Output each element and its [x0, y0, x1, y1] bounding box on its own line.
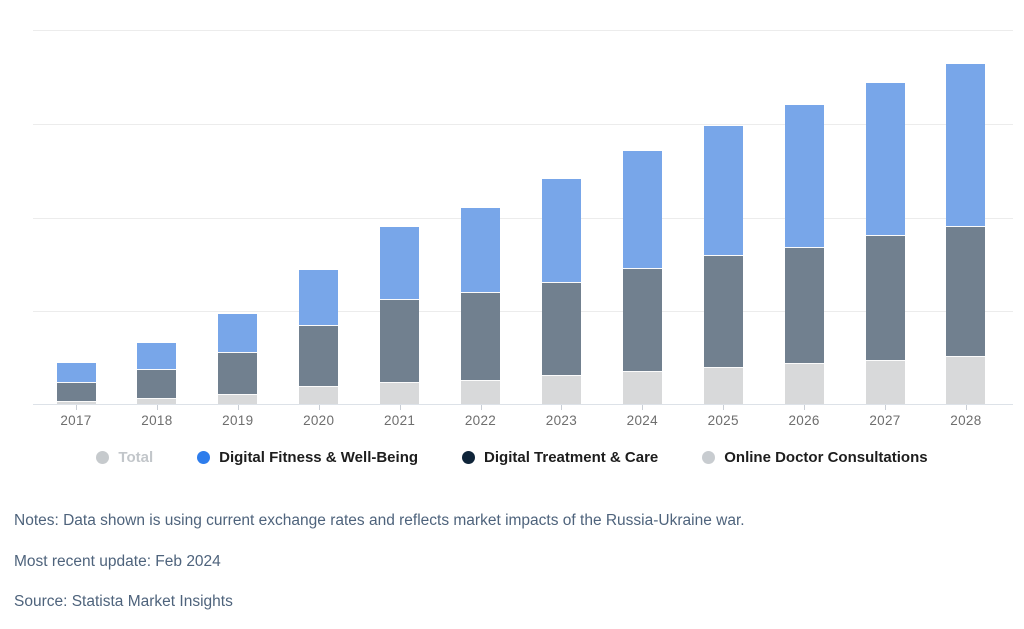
bar-2023[interactable]	[541, 179, 581, 404]
x-axis-label-2019: 2019	[222, 413, 254, 428]
bar-segment-online-doctor-consultations[interactable]	[218, 395, 258, 404]
legend-label: Online Doctor Consultations	[724, 449, 928, 466]
bar-2025[interactable]	[703, 126, 743, 404]
bar-segment-digital-fitness-well-being[interactable]	[218, 314, 258, 353]
x-axis-tick	[642, 405, 644, 410]
bar-2024[interactable]	[622, 151, 662, 404]
bar-segment-online-doctor-consultations[interactable]	[784, 364, 824, 404]
legend-swatch	[702, 451, 716, 464]
chart-legend: Total Digital Fitness & Well-Being Digital…	[0, 449, 1024, 466]
bar-segment-digital-fitness-well-being[interactable]	[541, 179, 581, 283]
x-axis-label-2027: 2027	[869, 413, 901, 428]
legend-label: Total	[118, 449, 154, 466]
update-line: Most recent update: Feb 2024	[14, 552, 221, 570]
bar-segment-digital-treatment-care[interactable]	[299, 326, 339, 387]
bar-segment-online-doctor-consultations[interactable]	[541, 376, 581, 404]
bar-segment-digital-treatment-care[interactable]	[784, 248, 824, 364]
x-axis-tick	[318, 405, 320, 410]
bar-segment-digital-treatment-care[interactable]	[946, 227, 986, 357]
source-line: Source: Statista Market Insights	[14, 593, 233, 610]
bar-2020[interactable]	[299, 270, 339, 404]
bar-2021[interactable]	[380, 227, 420, 404]
x-axis-tick	[561, 405, 563, 410]
chart-plot-area: 2017 2018 2019 2020 2021 2022 2023 2024 2025 2026…	[33, 30, 1013, 428]
bar-segment-online-doctor-consultations[interactable]	[461, 381, 500, 404]
bar-2018[interactable]	[137, 343, 177, 404]
bar-segment-digital-fitness-well-being[interactable]	[703, 126, 743, 256]
bar-2017[interactable]	[56, 363, 96, 404]
x-axis-tick	[480, 405, 482, 410]
bar-segment-digital-fitness-well-being[interactable]	[56, 363, 96, 383]
bar-segment-online-doctor-consultations[interactable]	[380, 383, 420, 404]
x-axis-label-2022: 2022	[464, 413, 497, 428]
legend-swatch	[197, 451, 211, 464]
bar-segment-digital-treatment-care[interactable]	[703, 256, 743, 368]
bar-segment-online-doctor-consultations[interactable]	[299, 387, 339, 404]
gridline	[33, 218, 1013, 219]
x-axis-label-2028: 2028	[950, 413, 982, 428]
bar-segment-online-doctor-consultations[interactable]	[946, 357, 986, 404]
bar-segment-digital-fitness-well-being[interactable]	[380, 227, 420, 300]
bar-segment-digital-treatment-care[interactable]	[622, 269, 662, 372]
bar-segment-online-doctor-consultations[interactable]	[56, 402, 96, 404]
legend-item-digital-treatment-care[interactable]: Digital Treatment & Care	[462, 449, 658, 466]
bar-2027[interactable]	[865, 83, 905, 404]
x-axis-label-2026: 2026	[788, 413, 820, 428]
x-axis-tick	[399, 405, 401, 410]
bar-segment-digital-fitness-well-being[interactable]	[622, 151, 662, 269]
notes-line: Notes: Data shown is using current excha…	[14, 512, 745, 529]
bar-segment-online-doctor-consultations[interactable]	[137, 399, 177, 404]
x-axis-tick	[723, 405, 725, 410]
x-axis-label-2023: 2023	[545, 413, 577, 428]
x-axis-label-2024: 2024	[626, 413, 658, 428]
bar-segment-digital-treatment-care[interactable]	[56, 383, 96, 402]
x-axis-tick	[156, 405, 158, 410]
bar-2022[interactable]	[461, 208, 500, 404]
bar-segment-digital-treatment-care[interactable]	[461, 293, 500, 381]
bar-2019[interactable]	[218, 314, 258, 404]
legend-item-digital-fitness-well-being[interactable]: Digital Fitness & Well-Being	[197, 449, 418, 466]
chart-notes: Notes: Data shown is using current excha…	[14, 512, 745, 629]
gridline	[33, 30, 1013, 31]
legend-item-total[interactable]: Total	[96, 449, 153, 466]
legend-label: Digital Treatment & Care	[484, 449, 659, 466]
bar-segment-digital-fitness-well-being[interactable]	[461, 208, 500, 293]
gridline	[33, 124, 1013, 125]
x-axis-label-2018: 2018	[141, 413, 173, 428]
bar-2026[interactable]	[784, 105, 824, 404]
bar-segment-online-doctor-consultations[interactable]	[865, 361, 905, 404]
bar-segment-online-doctor-consultations[interactable]	[622, 372, 662, 404]
bar-segment-digital-fitness-well-being[interactable]	[299, 270, 339, 326]
bar-segment-digital-treatment-care[interactable]	[541, 283, 581, 376]
bar-segment-digital-fitness-well-being[interactable]	[784, 105, 824, 248]
legend-swatch	[462, 451, 476, 464]
bar-2028[interactable]	[946, 64, 986, 404]
bar-segment-digital-treatment-care[interactable]	[137, 370, 177, 399]
bar-segment-digital-treatment-care[interactable]	[218, 353, 258, 395]
legend-label: Digital Fitness & Well-Being	[219, 449, 419, 466]
x-axis-label-2021: 2021	[383, 413, 416, 428]
bar-segment-digital-fitness-well-being[interactable]	[865, 83, 905, 236]
legend-item-online-doctor-consultations[interactable]: Online Doctor Consultations	[702, 449, 928, 466]
x-axis-tick	[237, 405, 239, 410]
x-axis-tick	[804, 405, 806, 410]
gridline	[33, 311, 1013, 312]
bar-segment-digital-treatment-care[interactable]	[865, 236, 905, 361]
x-axis-label-2020: 2020	[303, 413, 335, 428]
x-axis-label-2025: 2025	[707, 413, 739, 428]
bar-segment-digital-fitness-well-being[interactable]	[946, 64, 986, 227]
legend-swatch	[96, 451, 110, 464]
x-axis-tick	[965, 405, 967, 410]
bar-segment-digital-treatment-care[interactable]	[380, 300, 420, 383]
x-axis-tick	[76, 405, 77, 410]
x-axis-label-2017: 2017	[60, 413, 92, 428]
x-axis-tick	[885, 405, 886, 410]
x-axis-line	[33, 404, 1013, 405]
bar-segment-digital-fitness-well-being[interactable]	[137, 343, 177, 370]
bar-segment-online-doctor-consultations[interactable]	[703, 368, 743, 404]
